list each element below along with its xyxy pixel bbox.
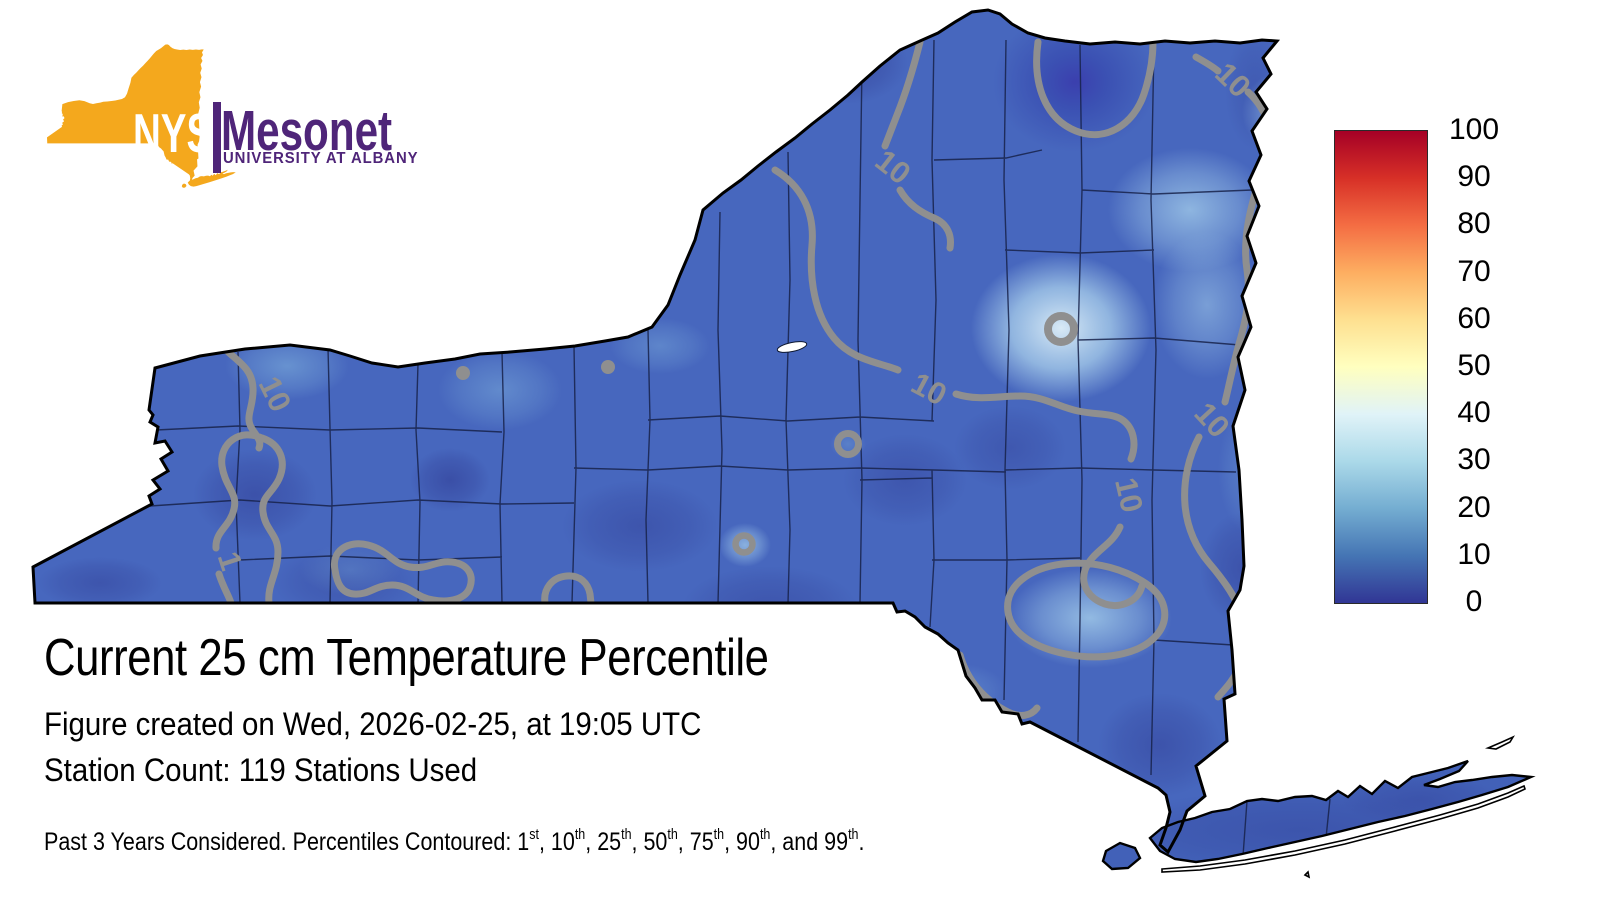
logo-mesonet-text: Mesonet — [221, 99, 393, 163]
station-count: Station Count: 119 Stations Used — [44, 752, 478, 788]
ordinal-superscript: th — [667, 826, 678, 843]
contour-label: 10 — [1108, 474, 1150, 515]
colorbar-tick: 70 — [1457, 254, 1491, 288]
colorbar-tick: 30 — [1457, 443, 1491, 477]
colorbar-tick-labels: 100 90 80 70 60 50 40 30 20 10 0 — [1430, 113, 1518, 618]
created-timestamp: Figure created on Wed, 2026-02-25, at 19… — [44, 706, 702, 742]
ordinal-superscript: th — [848, 826, 859, 843]
oneida-lake — [776, 341, 808, 353]
colorbar-tick: 100 — [1448, 113, 1500, 146]
ordinal-superscript: th — [713, 826, 725, 843]
logo-university-text: UNIVERSITY AT ALBANY — [223, 150, 419, 167]
ordinal-superscript: st — [529, 826, 539, 843]
colorbar-tick: 10 — [1457, 537, 1491, 571]
page-title: Current 25 cm Temperature Percentile — [44, 629, 769, 687]
colorbar-tick: 0 — [1465, 585, 1483, 618]
colorbar — [1334, 130, 1428, 604]
ordinal-superscript: th — [759, 826, 771, 843]
colorbar-tick: 90 — [1457, 160, 1491, 194]
station-contour-dots — [456, 360, 615, 380]
ordinal-superscript: th — [621, 826, 632, 843]
colorbar-tick: 80 — [1457, 207, 1491, 241]
contour-lines — [212, 38, 1275, 719]
colorbar-tick: 60 — [1457, 301, 1491, 335]
station-contour-rings — [732, 312, 1078, 556]
barrier-islands — [1161, 735, 1526, 879]
logo-divider-bar — [213, 102, 221, 173]
contour-note: Past 3 Years Considered. Percentiles Con… — [44, 826, 865, 857]
ordinal-superscript: th — [574, 826, 586, 843]
colorbar-tick: 50 — [1457, 349, 1491, 382]
logo-nys-text: NYS — [133, 102, 213, 164]
colorbar-tick: 40 — [1457, 396, 1491, 430]
colorbar-tick: 20 — [1457, 490, 1491, 524]
county-borders — [149, 39, 1331, 857]
